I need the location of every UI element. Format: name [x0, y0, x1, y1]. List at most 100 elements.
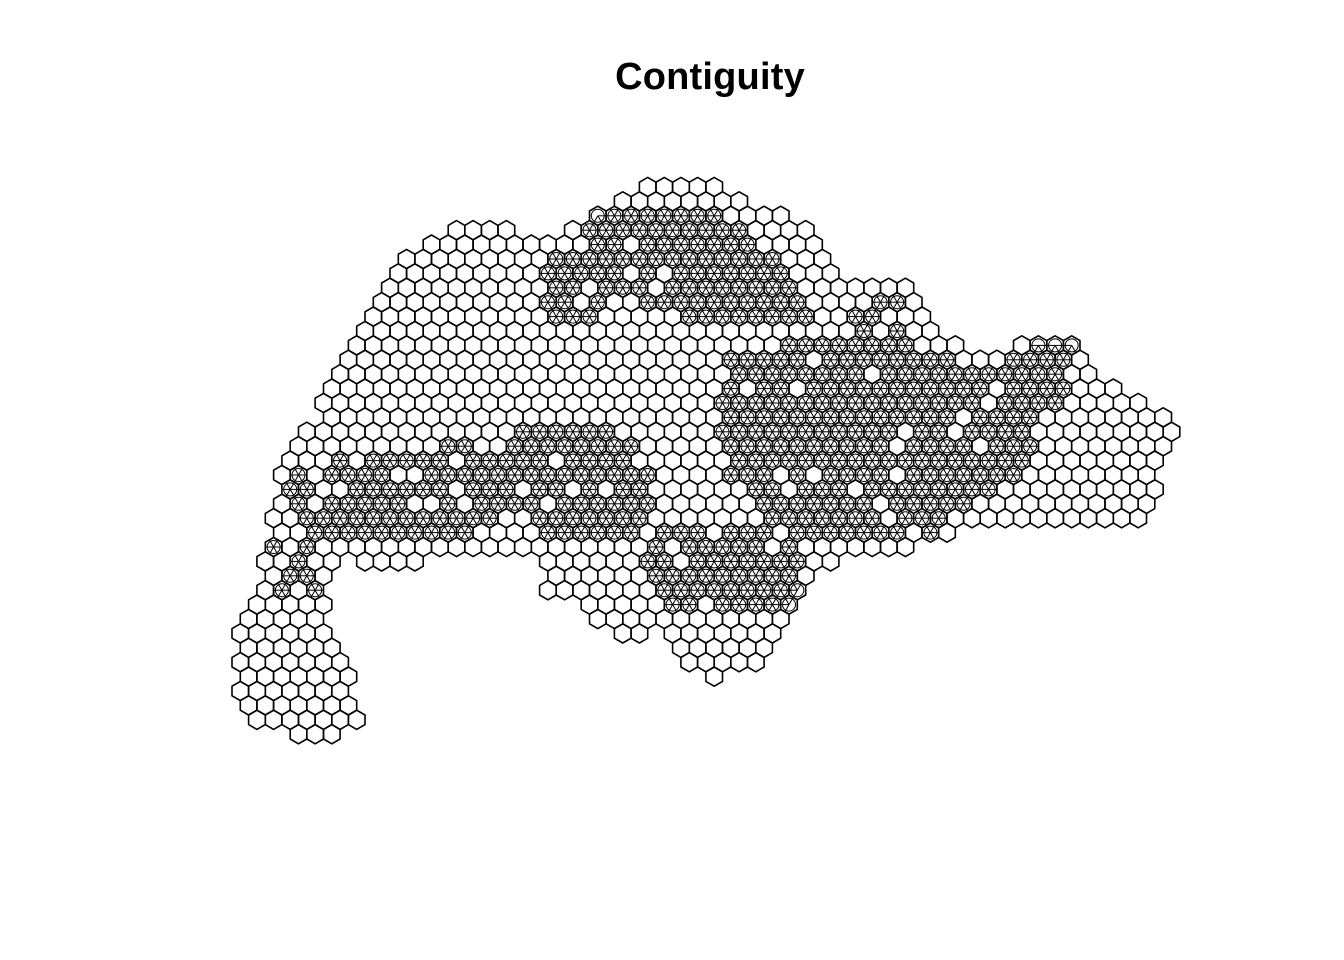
neighbor-link	[518, 460, 524, 469]
neighbor-link	[1025, 417, 1031, 425]
neighbor-link	[784, 453, 790, 461]
neighbor-link	[734, 229, 740, 238]
neighbor-link	[559, 438, 566, 447]
hex-cell	[879, 536, 898, 558]
neighbor-link	[871, 424, 877, 433]
contiguity-node	[1030, 366, 1047, 382]
neighbor-link	[1000, 395, 1006, 404]
neighbor-link	[805, 453, 811, 461]
contiguity-node	[789, 467, 806, 483]
neighbor-link	[676, 208, 682, 217]
contiguity-node	[789, 496, 806, 512]
neighbor-link	[360, 496, 366, 505]
neighbor-link	[609, 474, 615, 483]
neighbor-link	[331, 503, 337, 512]
neighbor-link	[713, 237, 719, 245]
neighbor-link	[547, 301, 553, 310]
neighbor-link	[859, 323, 865, 332]
contiguity-node	[897, 481, 914, 497]
neighbor-link	[863, 445, 869, 454]
neighbor-link	[946, 467, 952, 476]
neighbor-link	[564, 438, 570, 447]
neighbor-link	[713, 215, 719, 224]
contiguity-node	[390, 525, 407, 541]
neighbor-link	[722, 539, 728, 548]
neighbor-link	[331, 467, 337, 476]
neighbor-link	[975, 474, 981, 483]
neighbor-link	[589, 489, 595, 497]
contiguity-node	[913, 453, 931, 469]
neighbor-link	[1042, 359, 1048, 368]
neighbor-link	[522, 424, 528, 433]
neighbor-link	[771, 575, 778, 584]
neighbor-link	[892, 323, 898, 332]
neighbor-link	[801, 431, 807, 440]
neighbor-link	[697, 215, 703, 224]
contiguity-node	[489, 496, 507, 512]
contiguity-node	[606, 438, 623, 454]
neighbor-link	[564, 445, 570, 454]
neighbor-link	[464, 474, 470, 483]
neighbor-link	[697, 525, 703, 533]
neighbor-link	[543, 474, 549, 483]
neighbor-link	[967, 395, 973, 404]
contiguity-node	[589, 265, 607, 281]
neighbor-link	[647, 215, 653, 224]
neighbor-link	[643, 265, 649, 274]
neighbor-link	[742, 265, 748, 274]
neighbor-link	[584, 229, 590, 238]
neighbor-link	[352, 510, 358, 519]
neighbor-link	[285, 481, 291, 490]
neighbor-link	[921, 517, 927, 526]
neighbor-link	[913, 438, 919, 447]
contiguity-node	[838, 409, 856, 425]
neighbor-link	[805, 431, 811, 440]
neighbor-link	[1029, 388, 1035, 397]
neighbor-link	[543, 467, 549, 476]
neighbor-link	[397, 525, 403, 533]
neighbor-link	[917, 373, 923, 382]
neighbor-link	[618, 460, 624, 469]
neighbor-link	[389, 453, 395, 461]
neighbor-link	[921, 460, 927, 469]
contiguity-node	[764, 251, 781, 267]
neighbor-link	[414, 525, 420, 533]
contiguity-node	[298, 481, 316, 497]
neighbor-link	[817, 337, 823, 346]
neighbor-link	[763, 445, 769, 454]
neighbor-link	[726, 438, 732, 447]
contiguity-node	[622, 496, 640, 512]
neighbor-link	[751, 546, 757, 555]
contiguity-node	[730, 597, 748, 613]
contiguity-node	[714, 222, 731, 238]
neighbor-link	[817, 345, 823, 353]
contiguity-node	[947, 366, 964, 382]
contiguity-node	[905, 496, 922, 512]
neighbor-link	[431, 532, 437, 541]
neighbor-link	[950, 373, 956, 382]
contiguity-node	[672, 237, 690, 253]
neighbor-link	[717, 568, 723, 577]
hex-cell	[846, 536, 865, 558]
neighbor-link	[730, 467, 736, 476]
neighbor-link	[327, 474, 333, 483]
neighbor-link	[938, 510, 944, 519]
neighbor-link	[613, 215, 620, 224]
neighbor-link	[726, 582, 732, 591]
contiguity-node	[547, 424, 565, 440]
neighbor-link	[904, 510, 911, 519]
neighbor-link	[751, 402, 757, 411]
neighbor-link	[875, 294, 881, 303]
contiguity-node	[606, 525, 623, 541]
neighbor-link	[1029, 445, 1035, 454]
contiguity-node	[398, 510, 415, 526]
neighbor-link	[609, 445, 615, 454]
neighbor-link	[584, 251, 590, 260]
neighbor-link	[896, 294, 902, 303]
neighbor-link	[393, 525, 399, 533]
neighbor-link	[298, 503, 304, 512]
neighbor-link	[618, 453, 624, 461]
neighbor-link	[913, 467, 919, 476]
neighbor-link	[871, 316, 877, 325]
neighbor-link	[289, 575, 295, 584]
